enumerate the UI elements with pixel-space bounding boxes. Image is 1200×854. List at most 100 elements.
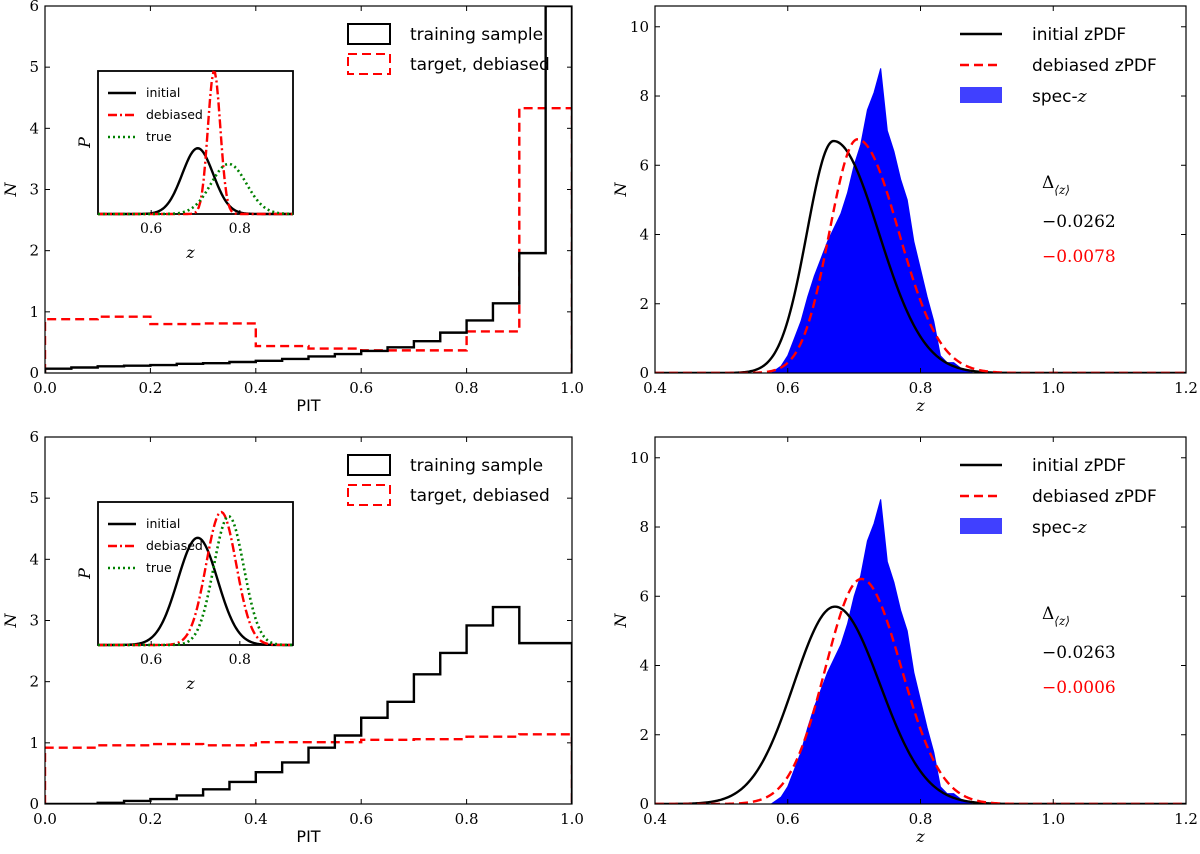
legend-label-training: training sample	[410, 456, 543, 476]
inset-xtick-label: 0.8	[229, 652, 251, 668]
debiased-zpdf-curve	[655, 577, 1186, 804]
pit-ytick-label: 4	[29, 550, 39, 568]
pit-xtick-label: 0.8	[455, 810, 479, 828]
legend-label-initial: initial zPDF	[1032, 25, 1126, 45]
pit-ytick-label: 3	[29, 181, 39, 199]
z-xtick-label: 1.2	[1174, 810, 1198, 828]
inset-y-label: P	[75, 137, 94, 149]
pit-xtick-label: 1.0	[560, 379, 584, 397]
pit-xtick-label: 0.0	[33, 379, 57, 397]
inset-curve-true	[98, 515, 294, 647]
y-axis-label: N	[1, 182, 20, 198]
legend-swatch-target	[347, 53, 391, 75]
inset-legend-label-true: true	[146, 560, 172, 575]
z-ytick-label: 0	[639, 364, 649, 382]
pit-ytick-label: 6	[29, 428, 39, 446]
legend-label-debiased: debiased zPDF	[1032, 487, 1157, 507]
inset-legend-label-true: true	[146, 129, 172, 144]
inset-legend-label-initial: initial	[146, 85, 180, 100]
y-axis-label: N	[611, 613, 630, 629]
pit-xtick-label: 0.8	[455, 379, 479, 397]
z-xtick-label: 0.8	[909, 810, 933, 828]
inset-x-label: z	[185, 243, 195, 262]
z-ytick-label: 8	[639, 518, 649, 536]
legend-label-spec-z: spec-z	[1032, 518, 1088, 538]
delta-z-initial: −0.0263	[1042, 643, 1116, 663]
legend-swatch-training	[347, 23, 391, 45]
z-plot-area	[655, 499, 1186, 804]
inset-curve-debiased	[98, 70, 293, 216]
legend-label-spec-z: spec-z	[1032, 87, 1088, 107]
x-axis-label: z	[915, 396, 925, 415]
target-debiased-step	[45, 106, 572, 373]
inset-xtick-label: 0.8	[229, 221, 251, 237]
z-xtick-label: 0.6	[776, 379, 800, 397]
z-ytick-label: 6	[639, 156, 649, 174]
target-debiased-step	[45, 733, 572, 804]
z-xtick-label: 0.8	[909, 379, 933, 397]
pit-ytick-label: 2	[29, 242, 39, 260]
legend-swatch-training	[347, 454, 391, 476]
spec-z-histogram	[770, 499, 974, 804]
z-ytick-label: 2	[639, 726, 649, 744]
pit-xtick-label: 0.6	[349, 810, 373, 828]
z-ytick-label: 0	[639, 795, 649, 813]
inset-legend-label-initial: initial	[146, 516, 180, 531]
legend-label-training: training sample	[410, 25, 543, 45]
legend-swatch-spec-z	[960, 518, 1002, 534]
delta-z-label: Δ⟨z⟩	[1042, 604, 1070, 628]
pit-ytick-label: 0	[29, 364, 39, 382]
y-axis-label: N	[611, 182, 630, 198]
inset-x-label: z	[185, 674, 195, 693]
z-ytick-label: 4	[639, 226, 649, 244]
z-xtick-label: 1.0	[1041, 810, 1065, 828]
z-ytick-label: 10	[630, 449, 649, 467]
inset-xtick-label: 0.6	[140, 221, 162, 237]
pit-plot-area	[45, 6, 572, 373]
pit-ytick-label: 3	[29, 612, 39, 630]
pit-ytick-label: 5	[29, 489, 39, 507]
pit-xtick-label: 1.0	[560, 810, 584, 828]
z-ytick-label: 2	[639, 295, 649, 313]
z-xtick-label: 1.0	[1041, 379, 1065, 397]
inset-frame	[97, 501, 294, 646]
inset-curve-debiased	[98, 510, 293, 647]
legend-swatch-spec-z	[960, 87, 1002, 103]
z-xtick-label: 0.4	[643, 810, 667, 828]
pit-xtick-label: 0.2	[138, 379, 162, 397]
inset-y-label: P	[75, 568, 94, 580]
z-xtick-label: 1.2	[1174, 379, 1198, 397]
inset-legend-label-debiased: debiased	[146, 107, 203, 122]
delta-z-debiased: −0.0006	[1042, 678, 1116, 698]
legend-swatch-target	[347, 484, 391, 506]
legend-label-target: target, debiased	[410, 486, 550, 506]
inset-curve-initial	[98, 536, 293, 647]
z-ytick-label: 4	[639, 657, 649, 675]
z-ytick-label: 6	[639, 587, 649, 605]
spec-z-histogram	[770, 68, 974, 373]
pit-xtick-label: 0.0	[33, 810, 57, 828]
delta-z-debiased: −0.0078	[1042, 247, 1116, 267]
delta-z-initial: −0.0262	[1042, 212, 1116, 232]
x-axis-label: PIT	[296, 827, 320, 846]
pit-ytick-label: 6	[29, 0, 39, 15]
inset-curve-true	[98, 162, 294, 216]
x-axis-label: PIT	[296, 396, 320, 415]
pit-ytick-label: 4	[29, 119, 39, 137]
inset-frame	[97, 70, 294, 215]
inset-xtick-label: 0.6	[140, 652, 162, 668]
initial-zpdf-curve	[655, 605, 1186, 804]
legend-label-debiased: debiased zPDF	[1032, 56, 1157, 76]
pit-ytick-label: 0	[29, 795, 39, 813]
pit-ytick-label: 5	[29, 58, 39, 76]
x-axis-label: z	[915, 827, 925, 846]
pit-xtick-label: 0.2	[138, 810, 162, 828]
training-sample-step	[45, 6, 572, 373]
legend-label-target: target, debiased	[410, 55, 550, 75]
